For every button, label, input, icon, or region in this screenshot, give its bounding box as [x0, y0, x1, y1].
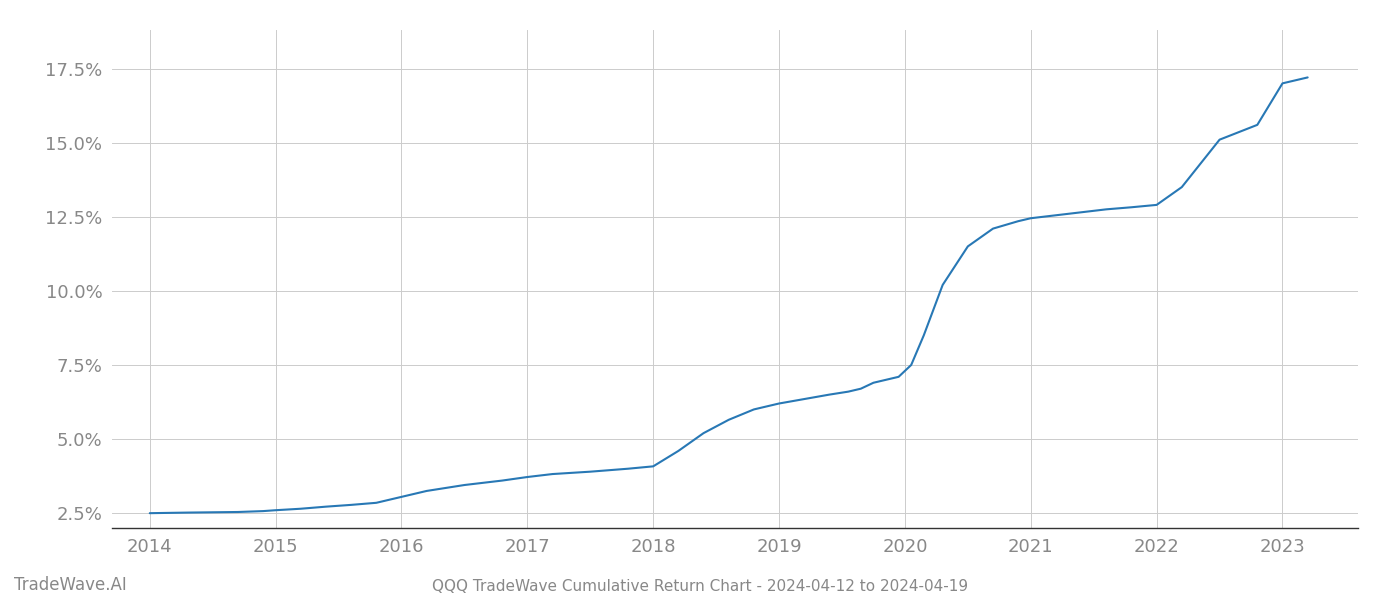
Text: QQQ TradeWave Cumulative Return Chart - 2024-04-12 to 2024-04-19: QQQ TradeWave Cumulative Return Chart - …	[433, 579, 967, 594]
Text: TradeWave.AI: TradeWave.AI	[14, 576, 127, 594]
